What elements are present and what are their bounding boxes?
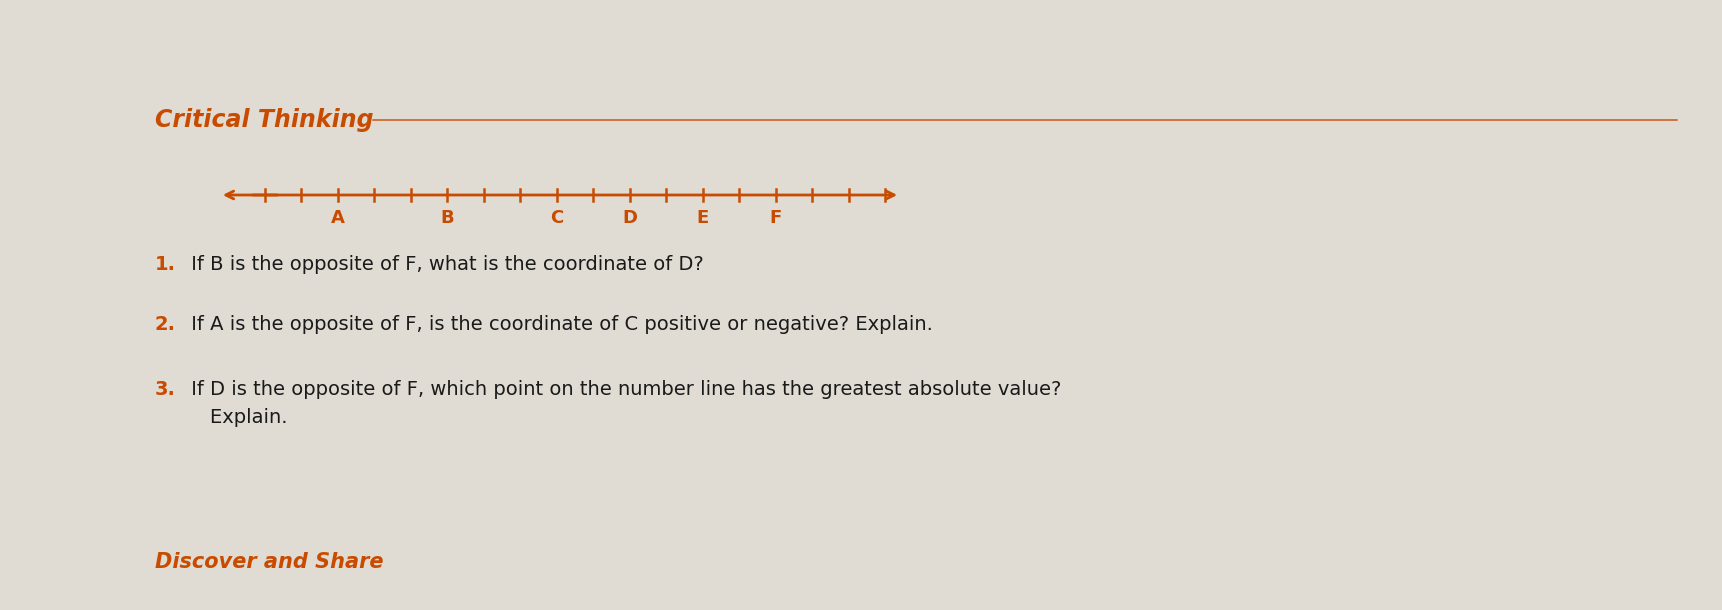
Text: 1.: 1.	[155, 255, 176, 274]
Text: B: B	[441, 209, 455, 227]
Text: D: D	[622, 209, 637, 227]
Text: If D is the opposite of F, which point on the number line has the greatest absol: If D is the opposite of F, which point o…	[184, 380, 1061, 399]
Text: C: C	[549, 209, 563, 227]
Text: F: F	[770, 209, 782, 227]
Text: 2.: 2.	[155, 315, 176, 334]
Text: Critical Thinking: Critical Thinking	[155, 108, 374, 132]
Text: If B is the opposite of F, what is the coordinate of D?: If B is the opposite of F, what is the c…	[184, 255, 704, 274]
Text: Discover and Share: Discover and Share	[155, 552, 384, 572]
Text: Explain.: Explain.	[184, 408, 288, 427]
Text: E: E	[696, 209, 709, 227]
Text: 3.: 3.	[155, 380, 176, 399]
Text: A: A	[331, 209, 344, 227]
Text: If A is the opposite of F, is the coordinate of C positive or negative? Explain.: If A is the opposite of F, is the coordi…	[184, 315, 933, 334]
